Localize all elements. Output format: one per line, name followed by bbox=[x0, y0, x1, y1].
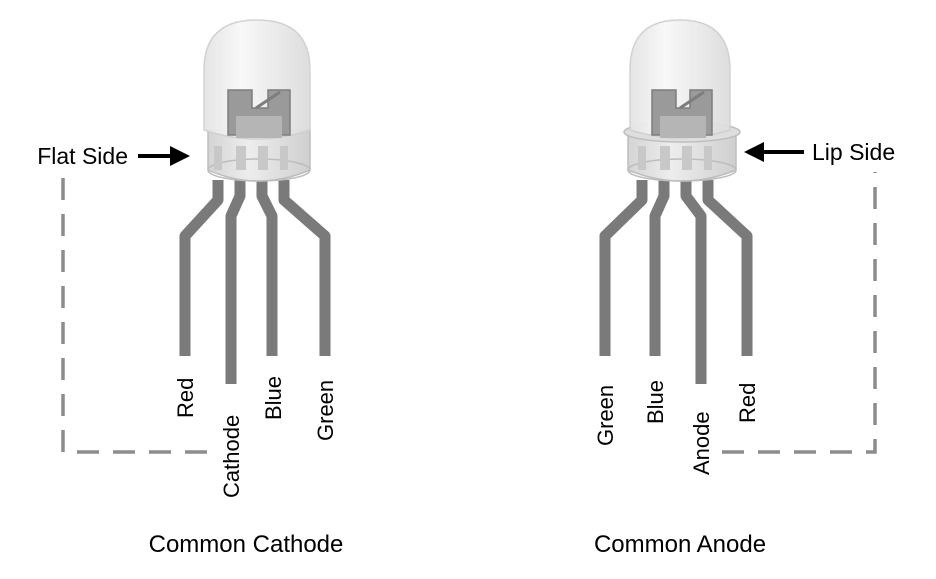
lead-red bbox=[179, 180, 224, 356]
common-cathode-title: Common Cathode bbox=[149, 531, 344, 558]
anode-leads bbox=[599, 180, 753, 384]
lip-side-label: Lip Side bbox=[812, 139, 895, 165]
lead-blue bbox=[256, 180, 278, 356]
pin-label-blue: Blue bbox=[261, 376, 286, 420]
pin-label-red: Red bbox=[173, 378, 198, 418]
anode-pin-labels: Green Blue Anode Red bbox=[593, 380, 760, 475]
cathode-led-body bbox=[203, 19, 311, 182]
pin-label-red: Red bbox=[735, 383, 760, 423]
pin-label-green: Green bbox=[593, 385, 618, 446]
lead-blue bbox=[649, 180, 670, 356]
common-anode-led: Lip Side Green Blue Anode Red Common Ano… bbox=[593, 19, 895, 558]
common-cathode-led: Flat Side Red Cathode Blue Green Common … bbox=[37, 19, 344, 558]
lead-green bbox=[278, 180, 331, 356]
pin-label-cathode: Cathode bbox=[219, 415, 244, 498]
lead-red bbox=[702, 180, 753, 356]
common-anode-title: Common Anode bbox=[594, 531, 766, 558]
flat-side-label: Flat Side bbox=[37, 143, 128, 169]
cathode-dashed-bracket bbox=[61, 178, 212, 454]
lead-green bbox=[599, 180, 648, 356]
flat-side-indicator: Flat Side bbox=[37, 143, 190, 169]
lead-cathode bbox=[225, 180, 246, 384]
cathode-pin-labels: Red Cathode Blue Green bbox=[173, 376, 338, 498]
anode-dashed-bracket bbox=[722, 172, 877, 454]
anode-led-body bbox=[623, 19, 741, 182]
cathode-leads bbox=[179, 180, 331, 384]
lead-anode bbox=[680, 180, 707, 384]
pin-label-anode: Anode bbox=[689, 411, 714, 475]
lip-side-indicator: Lip Side bbox=[744, 139, 895, 165]
pin-label-blue: Blue bbox=[643, 380, 668, 424]
pin-label-green: Green bbox=[313, 380, 338, 441]
